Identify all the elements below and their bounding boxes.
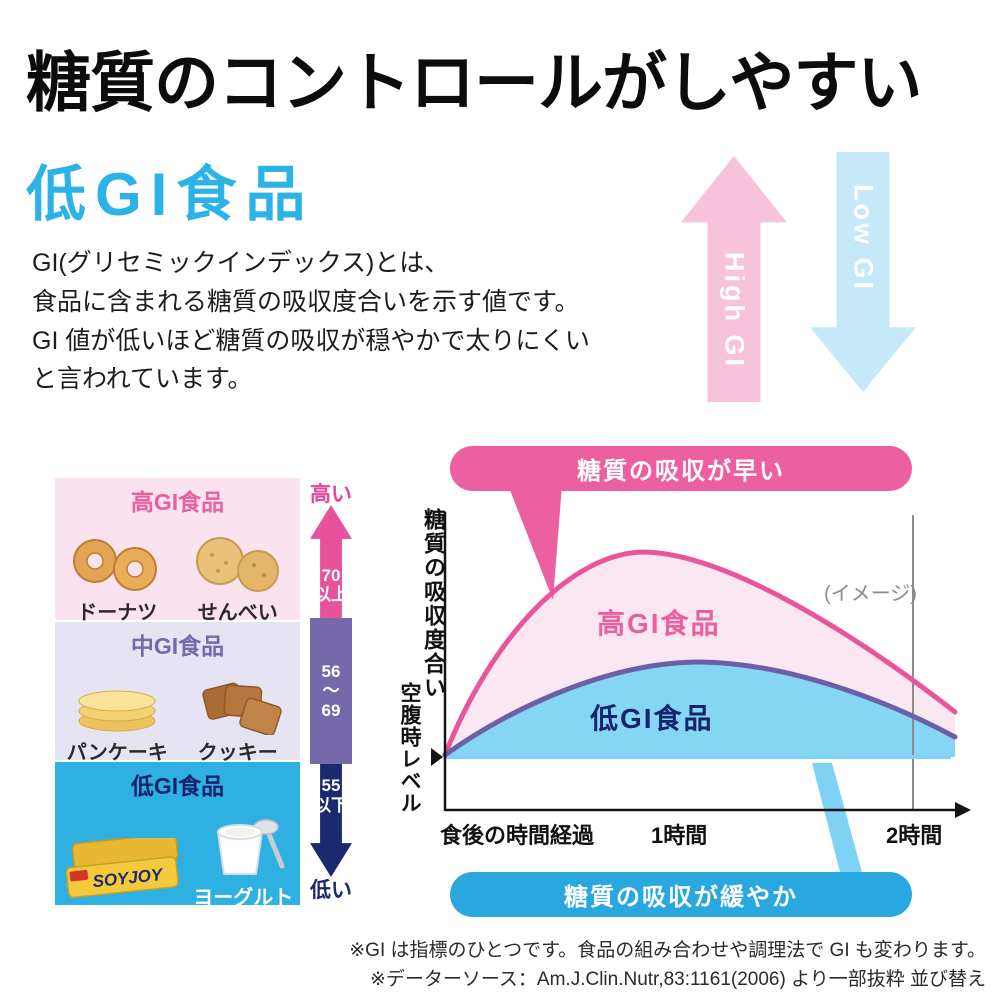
top-callout-tail: [508, 485, 562, 600]
low-gi-down-arrow-icon: Low GI: [810, 152, 916, 392]
scale-range-high: 70 以上: [314, 565, 348, 605]
series-label-high-gi: 高GI食品: [597, 608, 721, 639]
page-title: 糖質のコントロールがしやすい: [26, 46, 922, 119]
food-item-senbei: せんべい: [186, 533, 290, 625]
food-item-pancake: パンケーキ: [65, 673, 169, 765]
fasting-level-marker-icon: [431, 748, 443, 766]
chart-baseline-label: 空腹時レベル: [398, 682, 421, 814]
footnote-gi-indicator: ※GI は指標のひとつです。食品の組み合わせや調理法で GI も変わります。: [349, 940, 986, 961]
scale-high-label: 高い: [310, 483, 352, 506]
intro-line: GI(グリセミックインデックス)とは、: [32, 249, 450, 277]
food-item-soyjoy: SOYJOY: [62, 838, 184, 910]
food-item-donut: ドーナツ: [65, 533, 169, 625]
scale-up-arrow-icon: 70 以上: [310, 505, 352, 618]
rice-cracker-icon: [195, 537, 279, 592]
intro-line: 食品に含まれる糖質の吸収度合いを示す値です。: [32, 287, 580, 316]
x-axis-tick-2h: 2時間: [886, 823, 943, 848]
intro-line: と言われています。: [32, 365, 253, 394]
intro-paragraph: GI(グリセミックインデックス)とは、 食品に含まれる糖質の吸収度合いを示す値で…: [32, 244, 672, 399]
food-item-label: せんべい: [197, 602, 278, 624]
x-axis-origin-label: 食後の時間経過: [440, 823, 595, 848]
high-gi-arrow-label: High GI: [719, 252, 750, 370]
series-label-low-gi: 低GI食品: [590, 703, 714, 734]
scale-mid-segment: 56 〜 69: [310, 618, 352, 764]
low-gi-food-box: 低GI食品 SOYJOY: [55, 762, 300, 909]
page-subtitle: 低GI食品: [26, 161, 315, 228]
gi-scale-strip: 高い 70 以上 56 〜 69 55 以下 低い: [310, 478, 352, 906]
high-gi-up-arrow-icon: High GI: [681, 156, 787, 402]
cookie-icon: [202, 682, 282, 735]
scale-range-mid: 56 〜 69: [321, 661, 341, 720]
food-item-label: ドーナツ: [77, 602, 158, 624]
chart-image-note: (イメージ): [824, 583, 917, 605]
food-item-label: ヨーグルト: [193, 887, 294, 909]
high-gi-box-title: 高GI食品: [130, 489, 225, 515]
low-gi-arrow-label: Low GI: [848, 184, 879, 293]
chart-y-axis-label: 糖質の吸収度合い: [421, 508, 446, 700]
footnote-data-source: ※データーソース：Am.J.Clin.Nutr,83:1161(2006) より…: [369, 969, 986, 991]
donut-icon: [73, 539, 158, 591]
food-item-cookie: クッキー: [186, 673, 290, 765]
food-category-panel: 高GI食品 ドーナツ: [55, 478, 300, 909]
high-gi-food-box: 高GI食品 ドーナツ: [55, 478, 300, 624]
low-gi-box-title: 低GI食品: [130, 773, 225, 799]
food-item-label: クッキー: [197, 742, 278, 764]
soyjoy-bar-icon: SOYJOY: [65, 838, 179, 899]
footnotes: ※GI は指標のひとつです。食品の組み合わせや調理法で GI も変わります。 ※…: [349, 936, 986, 995]
x-axis-arrow-icon: [955, 802, 971, 818]
callout-fast-absorption: 糖質の吸収が早い: [450, 446, 912, 491]
pancake-icon: [78, 690, 156, 732]
mid-gi-food-box: 中GI食品 パンケーキ クッキー: [55, 622, 300, 764]
high-gi-curve: [442, 549, 958, 758]
scale-range-low: 55 以下: [314, 776, 348, 815]
scale-low-label: 低い: [310, 879, 352, 902]
yogurt-icon: [217, 819, 285, 875]
mid-gi-box-title: 中GI食品: [130, 633, 225, 659]
food-item-label: パンケーキ: [66, 742, 168, 764]
x-axis-tick-1h: 1時間: [651, 823, 708, 848]
bottom-callout-tail: [812, 763, 863, 876]
scale-down-arrow-icon: 55 以下: [310, 764, 352, 877]
callout-slow-absorption: 糖質の吸収が緩やか: [450, 872, 912, 917]
food-item-yogurt: ヨーグルト: [193, 814, 293, 910]
intro-line: GI 値が低いほど糖質の吸収が穏やかで太りにくい: [32, 326, 590, 355]
low-gi-curve: [442, 659, 958, 758]
gi-absorption-chart: [431, 485, 971, 876]
